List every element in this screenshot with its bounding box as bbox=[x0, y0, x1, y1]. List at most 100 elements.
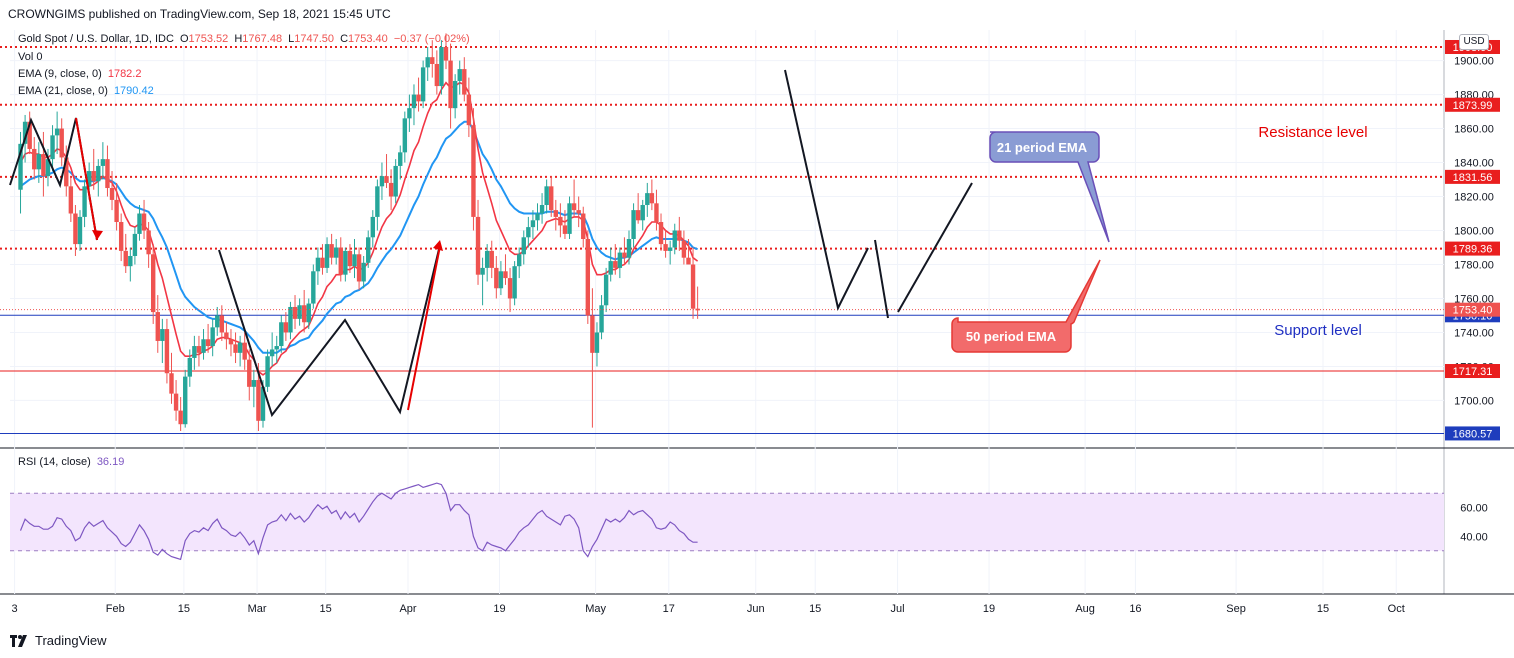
time-tick-label: 19 bbox=[983, 603, 995, 615]
candle-body bbox=[526, 227, 531, 238]
candle-body bbox=[210, 327, 215, 347]
candle-body bbox=[324, 244, 330, 268]
candle-body bbox=[645, 193, 650, 206]
candle-body bbox=[613, 261, 618, 268]
candle-body bbox=[516, 254, 522, 267]
tradingview-footer[interactable]: TradingView bbox=[10, 633, 107, 648]
close-value: 1753.40 bbox=[348, 33, 388, 45]
arrow-apr bbox=[407, 245, 441, 411]
time-tick-label: 16 bbox=[1129, 603, 1141, 615]
ema9-legend[interactable]: EMA (9, close, 0) 1782.2 bbox=[18, 68, 144, 80]
candle bbox=[18, 131, 23, 214]
candle bbox=[160, 318, 165, 364]
level-price-label: 1789.36 bbox=[1453, 244, 1493, 256]
candle bbox=[320, 244, 325, 275]
price-tick-label: 1820.00 bbox=[1454, 192, 1494, 204]
pattern-double-bottom bbox=[218, 244, 441, 418]
candle-body bbox=[247, 359, 252, 387]
candle-body bbox=[366, 237, 371, 263]
candle-body bbox=[608, 261, 613, 275]
price-tick-label: 1760.00 bbox=[1454, 293, 1494, 305]
tradingview-brand: TradingView bbox=[35, 633, 107, 648]
candle bbox=[558, 203, 563, 238]
ema21-legend[interactable]: EMA (21, close, 0) 1790.42 bbox=[18, 85, 157, 97]
candle bbox=[237, 335, 243, 367]
candle-body bbox=[27, 121, 32, 149]
candle bbox=[658, 213, 664, 251]
candle-body bbox=[434, 63, 440, 87]
time-tick-label: 15 bbox=[320, 603, 332, 615]
level-price-tag bbox=[1445, 426, 1500, 441]
candle bbox=[173, 380, 179, 421]
close-label: C bbox=[340, 33, 349, 45]
candle bbox=[283, 312, 289, 341]
candle bbox=[96, 159, 101, 197]
candle bbox=[594, 322, 600, 367]
candle bbox=[183, 369, 188, 428]
candle bbox=[448, 43, 453, 129]
candle-body bbox=[599, 305, 604, 333]
candle bbox=[311, 264, 316, 309]
candle bbox=[457, 60, 462, 95]
candle bbox=[494, 255, 499, 299]
candle-body bbox=[594, 332, 600, 353]
time-tick-label: Jul bbox=[891, 603, 905, 615]
candle-body bbox=[649, 193, 655, 204]
candle bbox=[50, 125, 55, 172]
candle bbox=[269, 332, 275, 367]
candle bbox=[338, 237, 343, 282]
candle-body bbox=[677, 230, 682, 241]
candle bbox=[617, 247, 623, 279]
candle bbox=[484, 244, 490, 282]
pattern-rise-jul bbox=[897, 182, 973, 313]
tradingview-logo-icon bbox=[10, 634, 27, 647]
candle bbox=[439, 40, 444, 95]
ema21-label: EMA (21, close, 0) bbox=[18, 85, 108, 97]
candle-body bbox=[311, 271, 316, 304]
candle bbox=[41, 131, 46, 197]
symbol-legend[interactable]: Gold Spot / U.S. Dollar, 1D, IDC O1753.5… bbox=[18, 33, 473, 45]
candle bbox=[539, 193, 545, 224]
candle-body bbox=[41, 154, 46, 177]
candle bbox=[535, 203, 540, 231]
rsi-line bbox=[19, 482, 698, 561]
candle-body bbox=[228, 339, 234, 345]
candle bbox=[59, 118, 64, 166]
open-value: 1753.52 bbox=[188, 33, 229, 45]
candle bbox=[233, 332, 238, 364]
candle bbox=[544, 179, 549, 214]
candle-body bbox=[507, 278, 513, 299]
ema50-callout-shape bbox=[951, 259, 1101, 353]
candle-body bbox=[77, 216, 83, 245]
volume-text: Vol 0 bbox=[18, 51, 43, 63]
candle bbox=[297, 298, 302, 326]
candle-body bbox=[132, 233, 138, 256]
price-tick-label: 1860.00 bbox=[1454, 124, 1494, 136]
candle-body bbox=[581, 213, 586, 239]
candle-body bbox=[183, 376, 188, 425]
candle bbox=[434, 50, 440, 95]
low-label: L bbox=[288, 33, 295, 45]
candle-body bbox=[45, 159, 51, 177]
candle bbox=[645, 182, 650, 217]
candle bbox=[150, 244, 156, 324]
candle bbox=[128, 247, 133, 282]
currency-badge[interactable]: USD bbox=[1459, 34, 1489, 50]
volume-legend[interactable]: Vol 0 bbox=[18, 51, 45, 63]
candle bbox=[27, 111, 32, 155]
candle bbox=[507, 267, 513, 313]
price-tick-label: 1900.00 bbox=[1454, 56, 1494, 68]
candle-body bbox=[251, 380, 257, 387]
candle-body bbox=[571, 203, 577, 211]
rsi-tick-label: 40.00 bbox=[1460, 531, 1488, 543]
level-price-label: 1873.99 bbox=[1453, 100, 1493, 112]
candle-body bbox=[576, 210, 581, 214]
candle-body bbox=[114, 199, 119, 223]
candle bbox=[32, 137, 37, 180]
candle-body bbox=[279, 322, 284, 347]
candle bbox=[626, 230, 632, 265]
candle-body bbox=[109, 188, 115, 200]
high-value: 1767.48 bbox=[242, 33, 283, 45]
rsi-legend[interactable]: RSI (14, close) 36.19 bbox=[18, 456, 127, 468]
